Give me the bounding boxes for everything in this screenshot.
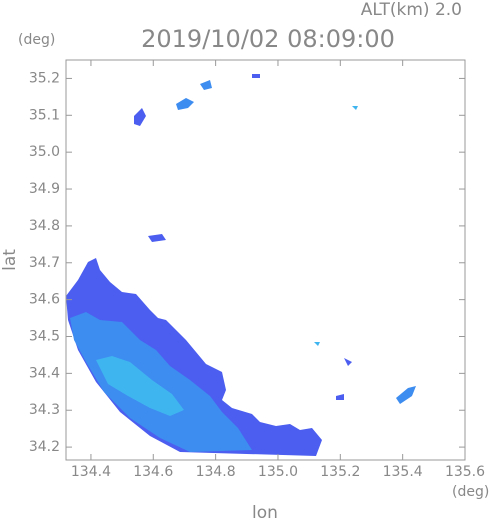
y-tick-label: 35.1 <box>29 107 60 123</box>
y-axis-label: lat <box>0 249 20 271</box>
x-unit: (deg) <box>452 484 489 500</box>
chart-title: 2019/10/02 08:09:00 <box>141 25 395 53</box>
y-tick-label: 34.3 <box>29 402 60 418</box>
y-tick-label: 34.7 <box>29 255 60 271</box>
radar-echo <box>66 74 416 456</box>
x-axis-label: lon <box>252 503 278 521</box>
y-tick-label: 35.2 <box>29 70 60 86</box>
x-tick-label: 134.6 <box>133 464 173 480</box>
x-tick-label: 135.6 <box>445 464 485 480</box>
x-tick-label: 134.4 <box>71 464 111 480</box>
y-tick-label: 34.5 <box>29 328 60 344</box>
x-tick-label: 135.4 <box>383 464 423 480</box>
y-tick-label: 34.4 <box>29 365 60 381</box>
altitude-label: ALT(km) 2.0 <box>361 0 462 20</box>
y-tick-label: 34.6 <box>29 292 60 308</box>
x-tick-label: 134.8 <box>196 464 236 480</box>
x-tick-label: 135.2 <box>320 464 360 480</box>
x-tick-label: 135.0 <box>258 464 298 480</box>
y-tick-label: 34.2 <box>29 439 60 455</box>
y-tick-label: 34.9 <box>29 181 60 197</box>
plot-frame <box>65 59 466 461</box>
y-unit: (deg) <box>18 32 55 48</box>
y-tick-label: 35.0 <box>29 144 60 160</box>
y-tick-label: 34.8 <box>29 218 60 234</box>
